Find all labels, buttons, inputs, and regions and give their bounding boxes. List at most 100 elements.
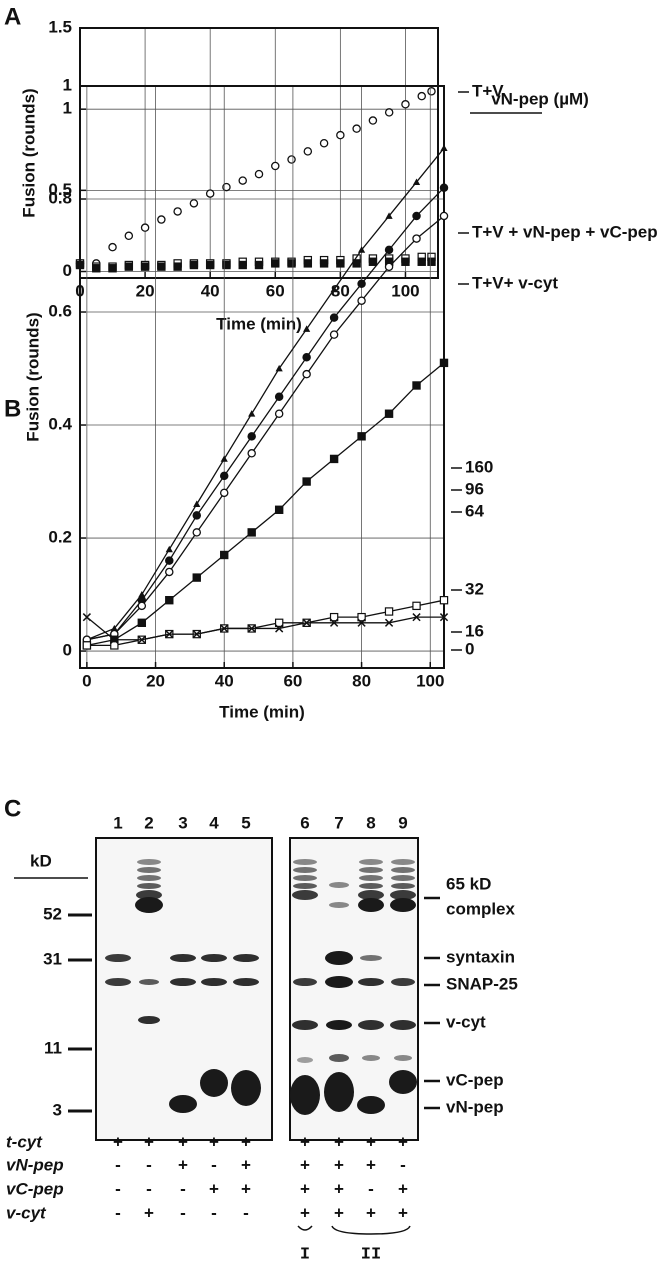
marker xyxy=(329,454,339,464)
sign: + xyxy=(366,1155,376,1174)
gel-band xyxy=(324,1072,354,1112)
plot-frame xyxy=(79,85,445,669)
gel-band xyxy=(293,875,317,881)
marker xyxy=(329,330,339,339)
series-line xyxy=(86,187,445,641)
x-axis-label: Time (min) xyxy=(219,702,305,721)
mw-marker: 31 xyxy=(43,949,62,968)
gel-band xyxy=(329,882,349,888)
marker xyxy=(329,313,339,322)
sign: + xyxy=(398,1179,408,1198)
marker xyxy=(173,207,182,216)
gel-band xyxy=(233,978,259,986)
marker xyxy=(193,500,201,508)
marker xyxy=(173,262,182,271)
lane-number: 4 xyxy=(209,813,219,832)
marker xyxy=(140,262,150,271)
row-label: t-cyt xyxy=(6,1132,43,1151)
marker xyxy=(192,629,201,639)
marker xyxy=(247,528,256,537)
marker xyxy=(254,260,264,270)
marker xyxy=(275,624,284,633)
mw-marker: 3 xyxy=(53,1100,62,1119)
marker xyxy=(271,259,280,268)
marker xyxy=(247,449,256,458)
gel-band xyxy=(139,979,159,985)
gel-band xyxy=(360,955,382,961)
lane-number: 7 xyxy=(334,813,343,832)
marker xyxy=(412,211,421,221)
gel-band xyxy=(359,875,383,881)
band-label: vC-pep xyxy=(446,1070,504,1089)
marker xyxy=(412,178,421,185)
gel-band xyxy=(391,859,415,865)
gel-band xyxy=(137,875,161,881)
sign: + xyxy=(300,1203,310,1222)
marker xyxy=(439,358,449,368)
marker xyxy=(205,260,215,270)
marker xyxy=(384,618,394,627)
marker xyxy=(238,260,247,270)
sign: + xyxy=(241,1132,251,1151)
sign: - xyxy=(180,1179,186,1198)
marker xyxy=(412,601,421,611)
gel-band xyxy=(390,1020,416,1030)
series-line xyxy=(86,616,444,641)
lane-number: 2 xyxy=(144,813,153,832)
series-label: 16 xyxy=(465,621,484,640)
marker xyxy=(357,432,366,441)
gel-band xyxy=(201,954,227,962)
sign: - xyxy=(180,1203,186,1222)
marker xyxy=(124,231,134,241)
x-tick-label: 0 xyxy=(82,671,91,690)
sign: - xyxy=(115,1155,121,1174)
row-label: v-cyt xyxy=(6,1203,47,1222)
x-tick-label: 80 xyxy=(352,671,371,690)
lane-number: 5 xyxy=(241,813,250,832)
gel-band xyxy=(293,867,317,873)
marker xyxy=(401,100,410,109)
gel-band xyxy=(200,1069,228,1097)
gel-band xyxy=(390,898,416,912)
marker xyxy=(303,259,313,268)
marker xyxy=(137,635,146,644)
marker xyxy=(384,262,394,272)
series-line xyxy=(86,362,445,647)
sign: + xyxy=(334,1203,344,1222)
marker xyxy=(189,199,199,208)
marker xyxy=(439,613,449,622)
gel-band xyxy=(293,883,317,889)
group-bracket xyxy=(331,1225,411,1235)
marker xyxy=(336,259,345,268)
panel-label: B xyxy=(4,395,21,422)
series-line xyxy=(86,215,445,641)
lane-number: 8 xyxy=(366,813,375,832)
marker xyxy=(92,264,101,273)
gel-band xyxy=(391,978,415,986)
gel-band xyxy=(357,1096,385,1114)
y-tick-label: 0 xyxy=(63,261,72,280)
series-label: 96 xyxy=(465,479,484,498)
sign: - xyxy=(115,1203,121,1222)
marker xyxy=(247,624,256,633)
lane-number: 3 xyxy=(178,813,187,832)
x-tick-label: 100 xyxy=(391,281,419,300)
marker xyxy=(319,259,329,268)
marker xyxy=(440,144,448,152)
sign: - xyxy=(211,1155,217,1174)
panel-label: C xyxy=(4,795,21,822)
marker xyxy=(222,182,231,192)
series-label: T+V xyxy=(472,81,504,100)
marker xyxy=(274,505,284,514)
marker xyxy=(271,161,280,171)
gel-band xyxy=(105,954,131,962)
marker xyxy=(439,595,449,605)
band-label: vN-pep xyxy=(446,1097,504,1116)
marker xyxy=(330,285,338,293)
series-label: 160 xyxy=(465,457,493,476)
sign: + xyxy=(334,1155,344,1174)
sign: - xyxy=(115,1179,121,1198)
y-tick-label: 0.4 xyxy=(48,415,72,434)
marker xyxy=(108,242,117,252)
